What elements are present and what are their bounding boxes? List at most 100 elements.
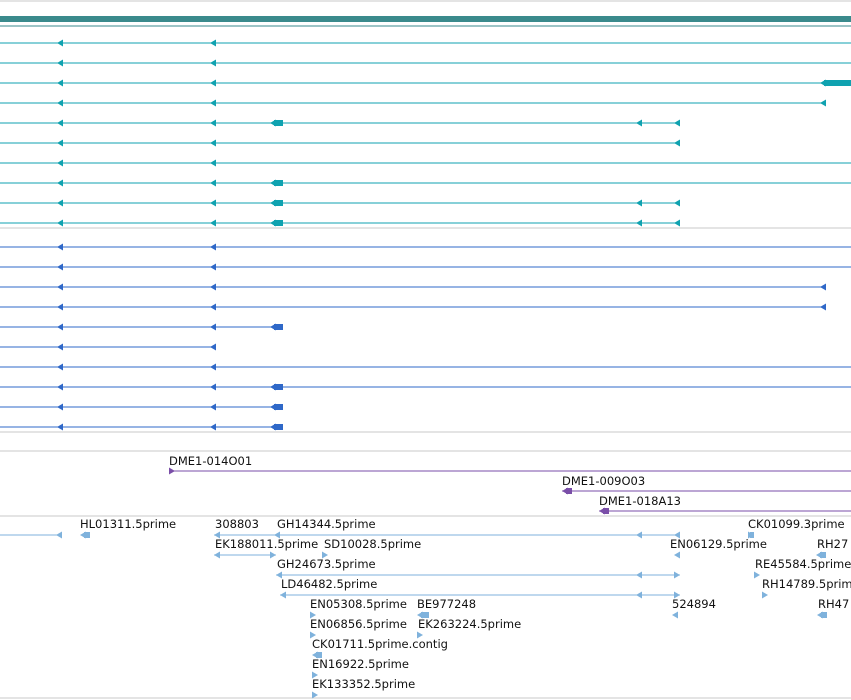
est-arrow xyxy=(270,551,276,559)
est-block xyxy=(821,612,827,618)
est-arrow xyxy=(322,551,328,559)
est-arrow xyxy=(762,591,768,599)
est-label: EN05308.5prime xyxy=(310,597,407,611)
est-arrow xyxy=(754,571,760,579)
exon-arrow-left xyxy=(210,99,216,107)
exon-arrow-left xyxy=(57,139,63,147)
est-label: RH14789.5prim xyxy=(762,577,851,591)
est-arrow xyxy=(672,611,678,619)
est-arrow xyxy=(312,671,318,679)
est-arrow xyxy=(214,531,220,539)
est-arrow xyxy=(417,631,423,639)
est-arrow xyxy=(280,591,286,599)
clone-label: DME1-018A13 xyxy=(599,494,681,508)
est-track: HL01311.5prime 308803 GH14344.5prime CK0109… xyxy=(0,517,851,699)
exon-arrow-left xyxy=(674,139,680,147)
exon-arrow-left xyxy=(57,303,63,311)
exon-arrow-left xyxy=(210,343,216,351)
est-label: RH27 xyxy=(817,537,848,551)
exon-arrow-left xyxy=(57,219,63,227)
exon-arrow-left xyxy=(57,383,63,391)
est-label: SD10028.5prime xyxy=(324,537,421,551)
exon-arrow-left xyxy=(57,283,63,291)
gene-span-bar xyxy=(0,16,851,22)
est-label: EN16922.5prime xyxy=(312,657,409,671)
clone-arrow xyxy=(169,467,175,475)
est-label: EK263224.5prime xyxy=(418,617,521,631)
exon-arrow-left xyxy=(57,119,63,127)
exon-arrow-left xyxy=(636,199,642,207)
est-label: EN06129.5prime xyxy=(670,537,767,551)
exon-arrow-left xyxy=(820,303,826,311)
est-label: BE977248 xyxy=(417,597,476,611)
exon-arrow-left xyxy=(210,423,216,431)
est-label: EN06856.5prime xyxy=(310,617,407,631)
exon-arrow-left xyxy=(57,159,63,167)
exon-arrow-left xyxy=(210,323,216,331)
exon-block xyxy=(274,120,283,126)
exon-arrow-left xyxy=(210,59,216,67)
transcript-track-blue xyxy=(0,243,851,431)
exon-arrow-left xyxy=(57,423,63,431)
exon-arrow-left xyxy=(210,179,216,187)
exon-arrow-left xyxy=(636,119,642,127)
est-label: RH47 xyxy=(818,597,849,611)
exon-arrow-left xyxy=(57,243,63,251)
exon-arrow-left xyxy=(674,219,680,227)
exon-arrow-left xyxy=(674,119,680,127)
est-label: LD46482.5prime xyxy=(281,577,377,591)
est-block xyxy=(84,532,90,538)
clone-label: DME1-014O01 xyxy=(169,454,252,468)
exon-arrow-left xyxy=(210,79,216,87)
est-block xyxy=(316,652,322,658)
exon-arrow-left xyxy=(210,383,216,391)
exon-arrow-left xyxy=(210,139,216,147)
est-block xyxy=(421,612,429,618)
exon-arrow-left xyxy=(210,283,216,291)
est-arrow xyxy=(674,531,680,539)
exon-arrow-left xyxy=(820,99,826,107)
transcript-track-teal xyxy=(0,39,851,227)
exon-arrow-left xyxy=(57,199,63,207)
exon-arrow-left xyxy=(210,159,216,167)
exon-arrow-left xyxy=(57,323,63,331)
exon-arrow-left xyxy=(210,403,216,411)
exon-arrow-left xyxy=(210,263,216,271)
exon-block xyxy=(274,200,283,206)
est-label: RE45584.5prime xyxy=(755,557,851,571)
est-label: GH14344.5prime xyxy=(277,517,376,531)
exon-arrow-left xyxy=(57,403,63,411)
exon-arrow-left xyxy=(57,39,63,47)
est-arrow xyxy=(56,531,62,539)
clone-label: DME1-009O03 xyxy=(562,474,645,488)
exon-arrow-left xyxy=(820,283,826,291)
est-arrow xyxy=(312,691,318,699)
clone-block xyxy=(603,508,609,514)
est-label: HL01311.5prime xyxy=(80,517,176,531)
est-label: 524894 xyxy=(672,597,716,611)
est-arrow xyxy=(674,591,680,599)
est-arrow xyxy=(310,631,316,639)
exon-arrow-left xyxy=(210,39,216,47)
exon-arrow-left xyxy=(210,243,216,251)
exon-arrow-left xyxy=(210,119,216,127)
clone-block xyxy=(566,488,572,494)
exon-arrow-left xyxy=(57,263,63,271)
exon-arrow-left xyxy=(57,59,63,67)
est-label: EK133352.5prime xyxy=(312,677,415,691)
exon-arrow-left xyxy=(636,219,642,227)
exon-arrow-left xyxy=(57,179,63,187)
exon-arrow-left xyxy=(57,343,63,351)
exon-arrow-left xyxy=(57,363,63,371)
est-arrow xyxy=(310,611,316,619)
est-arrow xyxy=(636,571,642,579)
exon-arrow-left xyxy=(210,199,216,207)
exon-block xyxy=(274,404,283,410)
est-label: EK188011.5prime xyxy=(215,537,318,551)
exon-arrow-left xyxy=(210,303,216,311)
est-label: CK01711.5prime.contig xyxy=(312,637,448,651)
exon-block xyxy=(274,384,283,390)
est-label: CK01099.3prime xyxy=(748,517,845,531)
